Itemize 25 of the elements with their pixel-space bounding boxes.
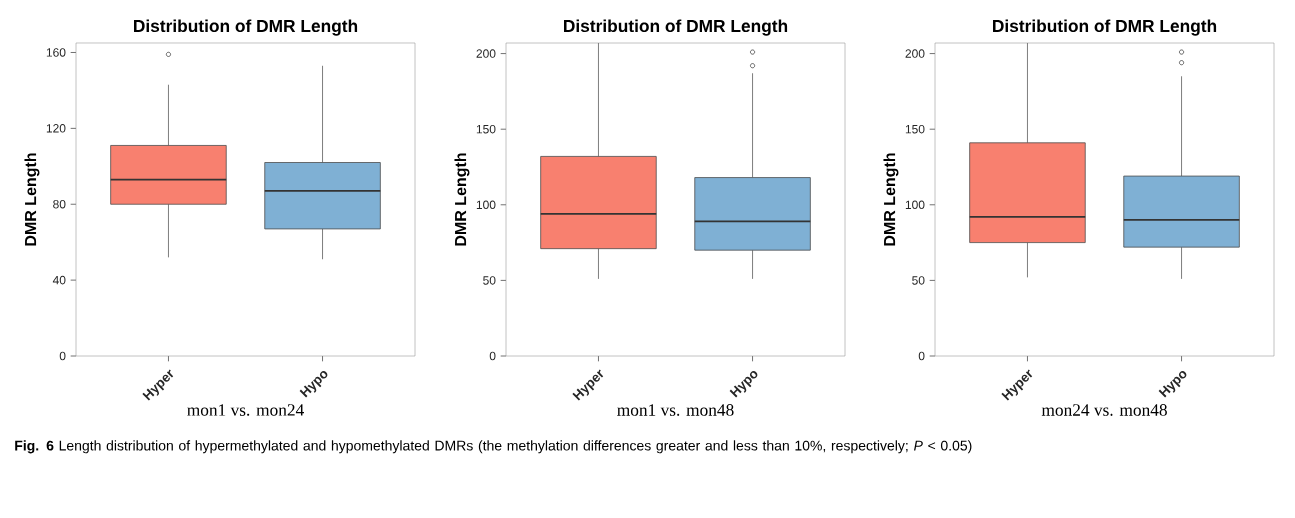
y-tick-label: 120	[46, 124, 66, 133]
y-tick-label: 150	[476, 124, 496, 134]
y-tick-label: 0	[918, 351, 925, 361]
x-axis-title: mon1 vs. mon24	[187, 404, 304, 416]
y-tick-label: 0	[59, 351, 66, 361]
y-tick-label: 50	[912, 276, 925, 285]
y-tick-label: 80	[53, 199, 66, 209]
chart-title: Distribution of DMR Length	[134, 19, 358, 36]
y-tick-label: 40	[52, 275, 66, 285]
chart-title: Distribution of DMR Length	[564, 19, 788, 36]
y-tick-label: 100	[476, 200, 496, 210]
y-tick-label: 0	[489, 351, 496, 361]
y-tick-label: 150	[905, 124, 925, 134]
y-tick-label: 200	[476, 49, 496, 58]
y-axis-title: DMR Length	[883, 153, 899, 246]
y-tick-label: 100	[905, 200, 925, 210]
y-axis-title: DMR Length	[454, 153, 470, 246]
y-tick-label: 50	[483, 276, 496, 285]
y-axis-title: DMR Length	[24, 153, 40, 246]
y-tick-label: 200	[905, 49, 925, 58]
text: Fig. 6 Length distribution of hypermethylated and hypomethylated DMRs (the methylation differences greater and less than 10%, respectively; P < 0.05)	[15, 440, 972, 454]
x-axis-title: mon24 vs. mon48	[1041, 404, 1167, 416]
chart-title: Distribution of DMR Length	[993, 19, 1217, 36]
x-axis-title: mon1 vs. mon48	[617, 404, 734, 416]
y-tick-label: 160	[46, 48, 66, 57]
